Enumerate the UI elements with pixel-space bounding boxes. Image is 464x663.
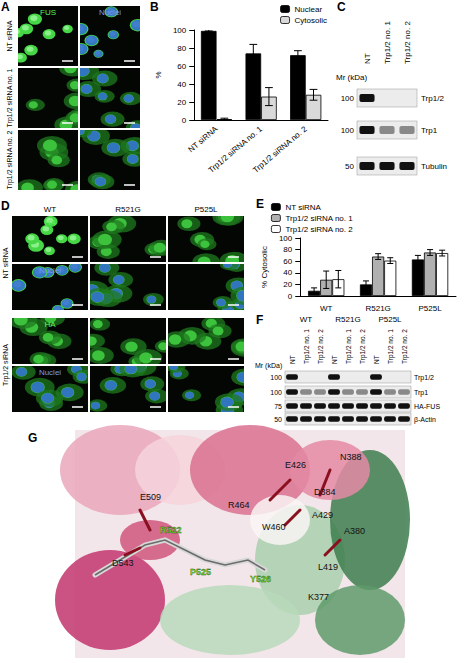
svg-text:20: 20 <box>177 98 186 107</box>
svg-text:Trp1/2 siRNA: Trp1/2 siRNA <box>2 344 10 386</box>
svg-text:R521G: R521G <box>335 315 360 324</box>
svg-text:Mr (kDa): Mr (kDa) <box>255 362 282 370</box>
svg-text:Trp1: Trp1 <box>421 126 438 135</box>
svg-text:WT: WT <box>44 205 57 214</box>
svg-text:A: A <box>1 0 10 14</box>
svg-text:WT: WT <box>300 315 313 324</box>
svg-text:Trp1/2 no. 1: Trp1/2 no. 1 <box>387 329 395 364</box>
svg-text:0: 0 <box>288 292 293 301</box>
svg-text:P525L: P525L <box>194 205 218 214</box>
svg-text:NT siRNA: NT siRNA <box>285 203 321 212</box>
svg-text:HA: HA <box>44 320 56 329</box>
svg-text:R521G: R521G <box>365 304 390 313</box>
svg-text:WT: WT <box>320 304 333 313</box>
svg-text:β-Actin: β-Actin <box>414 416 436 424</box>
svg-text:L419: L419 <box>318 562 338 572</box>
svg-text:Nuclear: Nuclear <box>295 5 323 14</box>
svg-text:NT: NT <box>289 355 296 364</box>
svg-text:Trp1/2 siRNA no. 1: Trp1/2 siRNA no. 1 <box>6 68 14 127</box>
svg-text:NT siRNA: NT siRNA <box>6 20 13 51</box>
svg-text:E509: E509 <box>140 492 161 502</box>
svg-text:W460: W460 <box>262 522 286 532</box>
svg-text:R521G: R521G <box>115 205 140 214</box>
svg-text:NT: NT <box>331 355 338 364</box>
svg-text:Tubulin: Tubulin <box>421 162 447 171</box>
svg-text:Nuclei: Nuclei <box>39 266 61 275</box>
svg-text:20: 20 <box>283 280 292 289</box>
svg-text:B: B <box>150 0 159 14</box>
svg-text:R522: R522 <box>160 525 182 535</box>
svg-text:Trp1/2 no. 1: Trp1/2 no. 1 <box>383 21 392 64</box>
svg-text:F: F <box>256 313 263 327</box>
svg-text:Nuclei: Nuclei <box>99 8 121 17</box>
svg-text:R464: R464 <box>228 500 250 510</box>
svg-text:Trp1/2 siRNA no. 2: Trp1/2 siRNA no. 2 <box>6 130 14 189</box>
svg-text:Trp1/2 siRNA no. 1: Trp1/2 siRNA no. 1 <box>285 214 353 223</box>
svg-text:Trp1/2 no. 1: Trp1/2 no. 1 <box>345 329 353 364</box>
svg-text:100: 100 <box>173 26 187 35</box>
svg-text:C: C <box>337 0 346 14</box>
svg-text:50: 50 <box>274 416 282 423</box>
svg-text:P525L: P525L <box>418 304 442 313</box>
svg-text:%: % <box>154 71 163 78</box>
svg-text:Trp1/2 no. 2: Trp1/2 no. 2 <box>401 329 409 364</box>
svg-text:Trp1/2 siRNA no. 2: Trp1/2 siRNA no. 2 <box>285 225 353 234</box>
svg-text:Trp1/2 no. 1: Trp1/2 no. 1 <box>303 329 311 364</box>
svg-text:NT: NT <box>363 53 372 64</box>
svg-text:A380: A380 <box>344 526 365 536</box>
svg-text:100: 100 <box>341 94 355 103</box>
svg-text:D543: D543 <box>112 558 134 568</box>
svg-text:D: D <box>1 199 10 213</box>
svg-text:A429: A429 <box>312 510 333 520</box>
svg-text:G: G <box>28 431 37 445</box>
svg-text:Trp1/2 siRNA no. 1: Trp1/2 siRNA no. 1 <box>206 124 264 175</box>
svg-text:40: 40 <box>177 80 186 89</box>
svg-text:Mr (kDa): Mr (kDa) <box>336 73 367 82</box>
svg-text:Nuclei: Nuclei <box>39 368 61 377</box>
svg-text:Trp1: Trp1 <box>414 389 428 397</box>
svg-text:NT siRNA: NT siRNA <box>187 124 220 154</box>
svg-text:60: 60 <box>283 257 292 266</box>
svg-text:100: 100 <box>341 126 355 135</box>
svg-text:E426: E426 <box>285 460 306 470</box>
svg-text:75: 75 <box>274 403 282 410</box>
svg-text:80: 80 <box>283 245 292 254</box>
svg-text:Cytosolic: Cytosolic <box>295 16 327 25</box>
svg-text:K377: K377 <box>308 592 329 602</box>
svg-text:N388: N388 <box>340 452 362 462</box>
svg-text:60: 60 <box>177 62 186 71</box>
svg-text:Y526: Y526 <box>250 574 271 584</box>
svg-text:100: 100 <box>270 389 282 396</box>
svg-text:% Cytosolic: % Cytosolic <box>260 246 269 288</box>
svg-text:100: 100 <box>279 234 293 243</box>
svg-text:D384: D384 <box>314 487 336 497</box>
svg-text:100: 100 <box>270 374 282 381</box>
svg-text:E: E <box>256 197 264 211</box>
svg-text:40: 40 <box>283 268 292 277</box>
svg-text:Trp1/2 siRNA no. 2: Trp1/2 siRNA no. 2 <box>251 124 309 175</box>
svg-text:Trp1/2: Trp1/2 <box>414 374 434 382</box>
svg-text:0: 0 <box>182 116 187 125</box>
svg-text:HA: HA <box>44 218 56 227</box>
svg-text:FUS: FUS <box>40 8 56 17</box>
svg-text:NT siRNA: NT siRNA <box>2 247 9 278</box>
svg-text:Trp1/2 no. 2: Trp1/2 no. 2 <box>317 329 325 364</box>
svg-text:Trp1/2: Trp1/2 <box>421 94 444 103</box>
svg-text:P525: P525 <box>190 567 211 577</box>
svg-text:Trp1/2 no. 2: Trp1/2 no. 2 <box>403 21 412 64</box>
svg-text:HA-FUS: HA-FUS <box>414 403 440 410</box>
svg-text:Trp1/2 no. 2: Trp1/2 no. 2 <box>359 329 367 364</box>
svg-text:NT: NT <box>373 355 380 364</box>
svg-text:50: 50 <box>345 162 354 171</box>
svg-text:80: 80 <box>177 44 186 53</box>
svg-text:P525L: P525L <box>378 315 402 324</box>
